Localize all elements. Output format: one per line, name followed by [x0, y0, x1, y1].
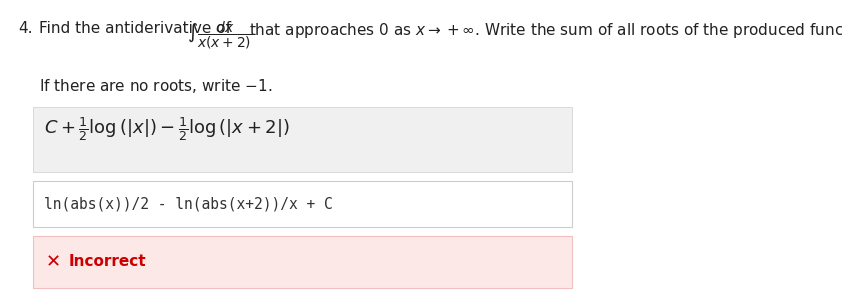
Text: $C + \frac{1}{2}\log\left(|x|\right) - \frac{1}{2}\log\left(|x + 2|\right)$: $C + \frac{1}{2}\log\left(|x|\right) - \…	[45, 115, 290, 143]
Text: Incorrect: Incorrect	[68, 255, 146, 269]
Text: Find the antiderivative of: Find the antiderivative of	[39, 21, 231, 36]
Text: that approaches 0 as $x \to +\infty$. Write the sum of all roots of the produced: that approaches 0 as $x \to +\infty$. Wr…	[249, 21, 842, 40]
Text: ✕: ✕	[46, 253, 61, 271]
Text: If there are no roots, write $-1$.: If there are no roots, write $-1$.	[39, 77, 272, 95]
Text: $\int \dfrac{dx}{x(x+2)}$: $\int \dfrac{dx}{x(x+2)}$	[187, 19, 252, 51]
Text: ln(abs(x))/2 - ln(abs(x+2))/x + C: ln(abs(x))/2 - ln(abs(x+2))/x + C	[45, 197, 333, 211]
FancyBboxPatch shape	[33, 107, 572, 172]
FancyBboxPatch shape	[33, 181, 572, 227]
Text: 4.: 4.	[18, 21, 32, 36]
FancyBboxPatch shape	[33, 236, 572, 288]
